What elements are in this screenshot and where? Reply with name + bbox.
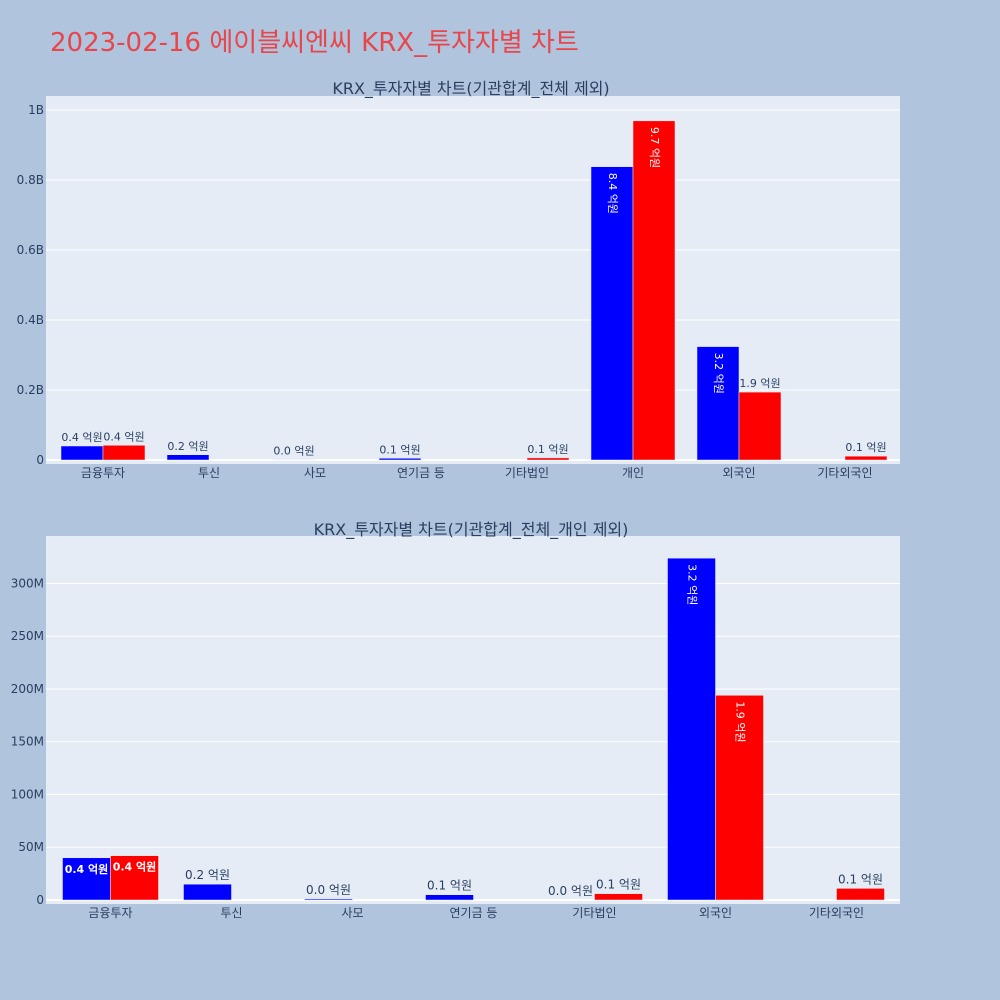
y-tick-label: 250M [11,629,44,643]
data-label: 0.2 억원 [185,868,230,882]
data-label: 3.2 억원 [712,353,725,394]
bar [594,893,643,901]
y-tick-label: 300M [11,576,44,590]
bar [102,445,146,461]
data-label: 0.4 억원 [61,431,102,444]
data-label: 0.1 억원 [527,443,568,456]
data-label: 0.1 억원 [379,443,420,456]
x-tick-label: 투신 [198,466,220,480]
y-tick-label: 0 [36,893,44,907]
bar [696,346,740,461]
data-label: 8.4 억원 [606,173,619,214]
x-tick-label: 기타법인 [572,906,616,920]
bar [425,894,474,901]
bar [110,855,159,901]
bar [60,445,104,461]
bar [715,695,764,901]
x-tick-label: 연기금 등 [397,466,445,480]
data-label: 0.0 억원 [548,884,593,898]
bar [632,120,676,461]
x-tick-label: 사모 [341,906,363,920]
x-tick-label: 연기금 등 [450,906,498,920]
data-label: 0.0 억원 [273,445,314,458]
x-tick-label: 금융투자 [88,906,132,920]
y-tick-label: 0 [36,453,44,467]
x-tick-label: 개인 [622,466,644,480]
bar [836,888,885,901]
data-label: 0.0 억원 [306,883,351,897]
data-label: 0.4 억원 [65,862,109,876]
data-label: 9.7 억원 [648,127,661,168]
bar [62,857,111,901]
chart-title: KRX_투자자별 차트(기관합계_전체 제외) [332,79,609,99]
data-label: 0.1 억원 [838,872,883,886]
data-label: 0.1 억원 [427,879,472,893]
bar [844,455,888,461]
y-tick-label: 150M [11,735,44,749]
x-tick-label: 기타외국인 [817,466,872,480]
bar [738,391,782,461]
bar [183,883,232,901]
page-title: 2023-02-16 에이블씨엔씨 KRX_투자자별 차트 [50,28,579,58]
bar [166,454,210,461]
y-tick-label: 1B [28,103,44,117]
data-label: 0.4 억원 [103,430,144,443]
x-tick-label: 투신 [220,906,242,920]
chart-title: KRX_투자자별 차트(기관합계_전체_개인 제외) [314,520,629,540]
bar [590,166,634,461]
bar [304,898,353,901]
y-tick-label: 50M [18,840,44,854]
x-tick-label: 외국인 [699,906,732,920]
bar [667,557,716,901]
data-label: 0.2 억원 [167,440,208,453]
data-label: 1.9 억원 [734,701,747,742]
y-tick-label: 0.2B [17,383,44,397]
x-tick-label: 금융투자 [81,466,125,480]
data-label: 1.9 억원 [739,377,780,390]
bar [378,458,422,461]
data-label: 3.2 억원 [686,564,699,605]
x-tick-label: 사모 [304,466,326,480]
plot-area [46,536,900,904]
x-tick-label: 외국인 [722,466,755,480]
y-tick-label: 200M [11,682,44,696]
x-tick-label: 기타외국인 [809,906,864,920]
data-label: 0.1 억원 [845,441,886,454]
x-tick-label: 기타법인 [505,466,549,480]
y-tick-label: 0.8B [17,173,44,187]
y-tick-label: 0.4B [17,313,44,327]
y-tick-label: 100M [11,787,44,801]
data-label: 0.4 억원 [113,860,157,874]
data-label: 0.1 억원 [596,878,641,892]
bar [526,457,570,461]
y-tick-label: 0.6B [17,243,44,257]
